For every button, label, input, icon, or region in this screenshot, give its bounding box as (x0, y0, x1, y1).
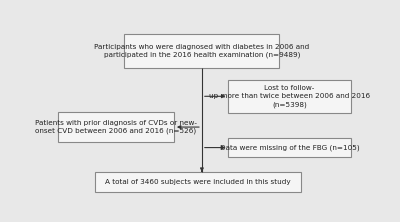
Text: Participants who were diagnosed with diabetes in 2006 and
participated in the 20: Participants who were diagnosed with dia… (94, 44, 310, 58)
FancyBboxPatch shape (58, 112, 174, 142)
Text: Lost to follow-
up more than twice between 2006 and 2016
(n=5398): Lost to follow- up more than twice betwe… (209, 85, 370, 107)
Text: A total of 3460 subjects were included in this study: A total of 3460 subjects were included i… (105, 179, 291, 185)
FancyBboxPatch shape (95, 172, 301, 192)
FancyBboxPatch shape (228, 138, 351, 157)
Text: Data were missing of the FBG (n=105): Data were missing of the FBG (n=105) (220, 144, 359, 151)
FancyBboxPatch shape (124, 34, 279, 68)
Text: Patients with prior diagnosis of CVDs or new-
onset CVD between 2006 and 2016 (n: Patients with prior diagnosis of CVDs or… (35, 120, 197, 134)
FancyBboxPatch shape (228, 80, 351, 113)
